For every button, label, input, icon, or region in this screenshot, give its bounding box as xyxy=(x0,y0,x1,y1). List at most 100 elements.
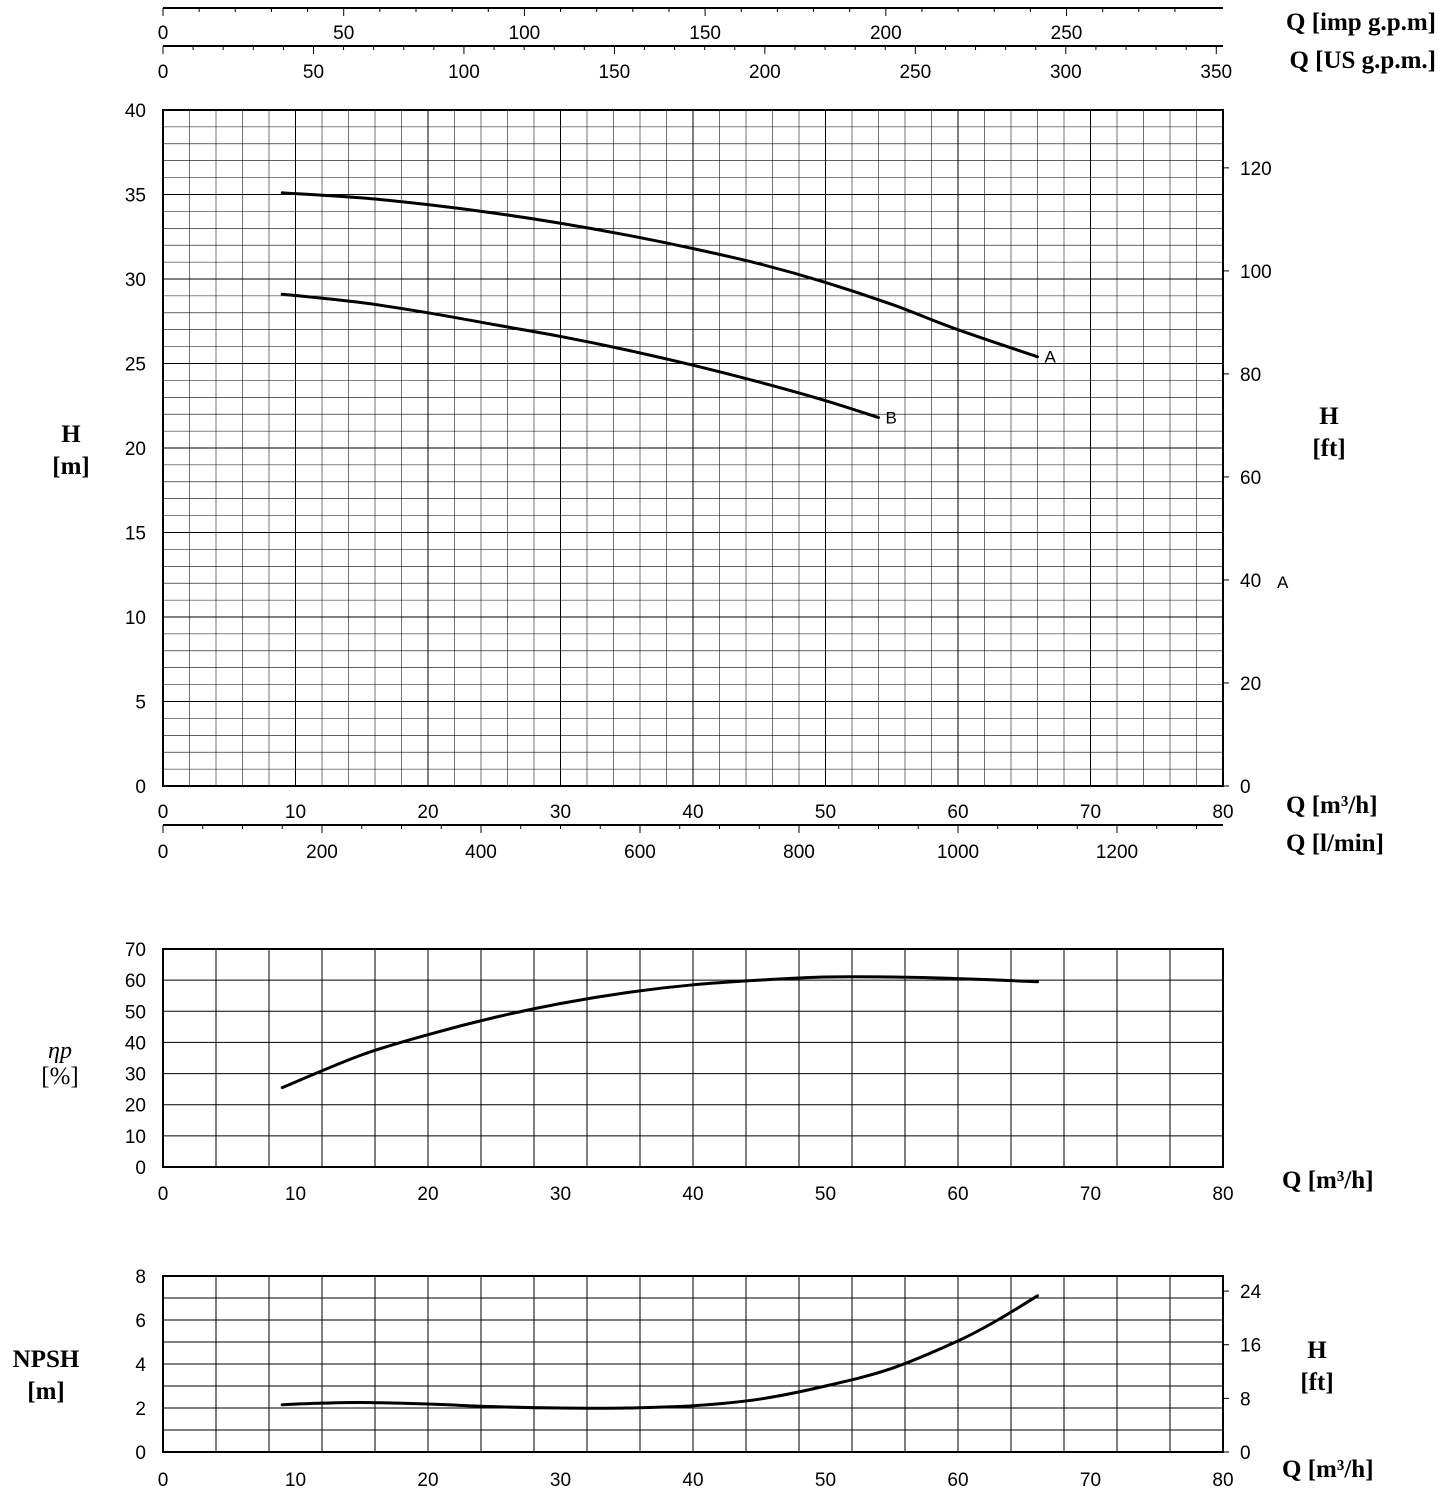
head-y2-tick-label: 120 xyxy=(1240,159,1272,180)
npsh-y2-tick-label: 16 xyxy=(1240,1336,1261,1357)
efficiency-y-tick-label: 50 xyxy=(125,1002,146,1023)
l-min-tick-labels: 0 200 400 600 800 1000 1200 xyxy=(158,825,1197,863)
efficiency-x-tick-label: 70 xyxy=(1080,1184,1101,1205)
efficiency-y-label-symbol: ηp xyxy=(48,1038,72,1064)
npsh-x-tick-label: 50 xyxy=(815,1470,836,1491)
npsh-grid xyxy=(163,1276,1223,1452)
efficiency-x-tick-label: 60 xyxy=(947,1184,968,1205)
head-x-tick-labels: 0 10 20 30 40 50 60 70 80 xyxy=(158,802,1234,823)
head-grid xyxy=(163,110,1223,786)
head-y2-tick-label: 100 xyxy=(1240,262,1272,283)
head-x-tick-label: 20 xyxy=(417,802,438,823)
npsh-y-tick-label: 4 xyxy=(135,1355,146,1376)
l-min-tick-label: 600 xyxy=(624,842,656,863)
efficiency-x-tick-label: 20 xyxy=(417,1184,438,1205)
l-min-tick-label: 1200 xyxy=(1096,842,1138,863)
efficiency-grid xyxy=(163,949,1223,1167)
efficiency-x-tick-label: 10 xyxy=(285,1184,306,1205)
head-y-tick-label: 25 xyxy=(125,355,146,376)
npsh-x-tick-label: 60 xyxy=(947,1470,968,1491)
l-min-tick-label: 800 xyxy=(783,842,815,863)
imp-gpm-tick-label: 150 xyxy=(689,23,721,44)
npsh-y2-tick-label: 0 xyxy=(1240,1443,1251,1464)
us-gpm-tick-labels: 0 50 100 150 200 250 300 350 xyxy=(158,46,1232,83)
efficiency-x-tick-label: 50 xyxy=(815,1184,836,1205)
efficiency-y-tick-label: 10 xyxy=(125,1127,146,1148)
head-x-tick-label: 80 xyxy=(1212,802,1233,823)
head-y-tick-label: 0 xyxy=(135,777,146,798)
head-curve-b xyxy=(280,292,880,420)
efficiency-panel: 0 10 20 30 40 50 60 70 80 0 10 20 30 40 50 60 70 Q [m³/… xyxy=(41,940,1373,1205)
npsh-x-tick-label: 70 xyxy=(1080,1470,1101,1491)
us-gpm-tick-label: 200 xyxy=(749,62,781,83)
efficiency-y-tick-label: 20 xyxy=(125,1096,146,1117)
npsh-y-label-unit: [m] xyxy=(27,1378,64,1405)
npsh-x-tick-label: 0 xyxy=(158,1470,169,1491)
head-y-tick-label: 30 xyxy=(125,270,146,291)
imp-gpm-tick-label: 200 xyxy=(870,23,902,44)
head-y-tick-label: 35 xyxy=(125,186,146,207)
npsh-y-tick-label: 6 xyxy=(135,1311,146,1332)
npsh-y2-tick-label: 8 xyxy=(1240,1389,1251,1410)
npsh-x-tick-label: 10 xyxy=(285,1470,306,1491)
head-y2-label-symbol: H xyxy=(1319,403,1339,430)
head-y-label-symbol: H xyxy=(61,421,81,448)
npsh-y-label-symbol: NPSH xyxy=(13,1346,80,1373)
curve-label-b: B xyxy=(886,409,897,428)
us-gpm-tick-label: 350 xyxy=(1200,62,1232,83)
stray-annotation-a: A xyxy=(1277,573,1289,592)
l-min-tick-label: 0 xyxy=(158,842,169,863)
npsh-y2-label-unit: [ft] xyxy=(1300,1369,1333,1396)
head-x-tick-label: 40 xyxy=(682,802,703,823)
head-curves: AB xyxy=(280,191,1057,428)
imp-gpm-tick-label: 0 xyxy=(158,23,169,44)
head-y-label-unit: [m] xyxy=(52,453,89,480)
l-min-axis-label: Q [l/min] xyxy=(1286,830,1384,857)
head-x-tick-label: 30 xyxy=(550,802,571,823)
efficiency-y-tick-label: 30 xyxy=(125,1065,146,1086)
curve-label-a: A xyxy=(1045,348,1057,367)
l-min-tick-label: 1000 xyxy=(937,842,979,863)
head-y2-tick-labels: 0 20 40 60 80 100 120 xyxy=(1223,159,1272,798)
head-y-tick-label: 20 xyxy=(125,439,146,460)
imp-gpm-tick-label: 100 xyxy=(509,23,541,44)
npsh-x-tick-label: 20 xyxy=(417,1470,438,1491)
npsh-x-tick-labels: 0 10 20 30 40 50 60 70 80 xyxy=(158,1470,1234,1491)
us-gpm-tick-label: 300 xyxy=(1050,62,1082,83)
efficiency-y-label-unit: [%] xyxy=(41,1063,78,1090)
efficiency-x-tick-labels: 0 10 20 30 40 50 60 70 80 xyxy=(158,1184,1234,1205)
head-y-tick-label: 15 xyxy=(125,524,146,545)
head-x-axis-label: Q [m³/h] xyxy=(1286,792,1378,819)
npsh-x-tick-label: 40 xyxy=(682,1470,703,1491)
efficiency-curves xyxy=(280,975,1039,1090)
efficiency-y-tick-labels: 0 10 20 30 40 50 60 70 xyxy=(125,940,146,1179)
efficiency-x-tick-label: 30 xyxy=(550,1184,571,1205)
npsh-curve xyxy=(280,1294,1039,1410)
efficiency-x-tick-label: 80 xyxy=(1212,1184,1233,1205)
us-gpm-tick-label: 100 xyxy=(448,62,480,83)
head-y-tick-label: 40 xyxy=(125,101,146,122)
npsh-y2-label-symbol: H xyxy=(1307,1337,1327,1364)
efficiency-curve xyxy=(280,975,1039,1090)
imp-gpm-tick-labels: 0 50 100 150 200 250 xyxy=(158,8,1176,44)
head-y-tick-label: 10 xyxy=(125,608,146,629)
imp-gpm-tick-label: 250 xyxy=(1051,23,1083,44)
efficiency-y-tick-label: 60 xyxy=(125,971,146,992)
npsh-curves xyxy=(280,1294,1039,1410)
npsh-x-tick-label: 30 xyxy=(550,1470,571,1491)
us-gpm-tick-label: 150 xyxy=(599,62,631,83)
head-y2-tick-label: 20 xyxy=(1240,674,1261,695)
head-x-tick-label: 70 xyxy=(1080,802,1101,823)
npsh-y-tick-label: 8 xyxy=(135,1267,146,1288)
us-gpm-tick-label: 50 xyxy=(303,62,324,83)
efficiency-y-tick-label: 40 xyxy=(125,1033,146,1054)
efficiency-y-tick-label: 0 xyxy=(135,1158,146,1179)
head-panel: 0 10 20 30 40 50 60 70 80 0 5 10 15 20 25 30 35 40 0 20 40… xyxy=(52,7,1436,863)
head-y2-tick-label: 80 xyxy=(1240,365,1261,386)
head-y-tick-label: 5 xyxy=(135,693,146,714)
head-y2-tick-label: 60 xyxy=(1240,468,1261,489)
npsh-x-axis-label: Q [m³/h] xyxy=(1282,1456,1374,1483)
efficiency-x-tick-label: 0 xyxy=(158,1184,169,1205)
